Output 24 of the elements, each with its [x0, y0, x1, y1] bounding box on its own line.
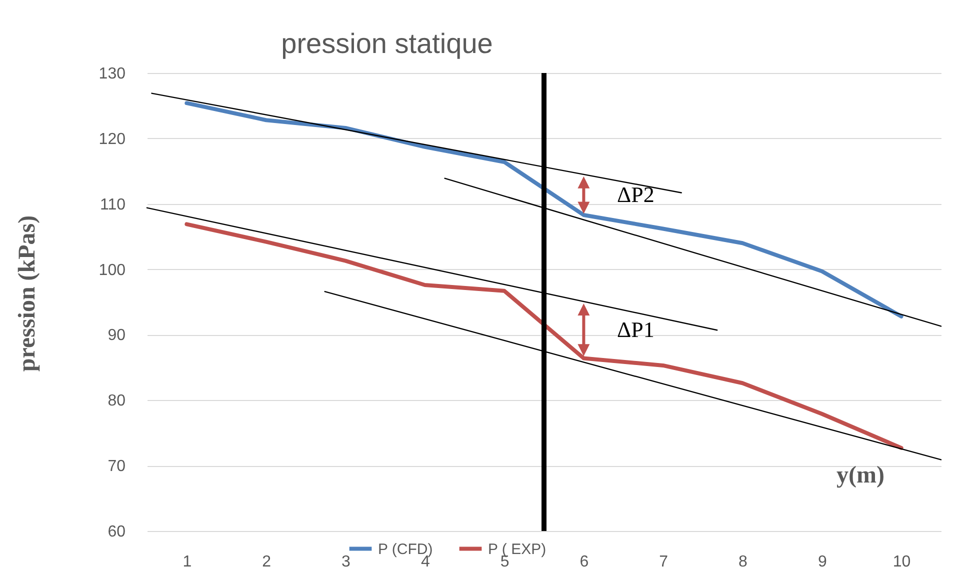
y-tick-label: 130: [98, 66, 126, 82]
y-tick-label: 110: [100, 196, 126, 214]
legend-label: P (CFD): [378, 540, 433, 558]
chart-title: pression statique: [281, 28, 493, 59]
x-tick-label: 7: [659, 554, 668, 570]
x-axis-title: y(m): [836, 462, 884, 488]
y-tick-label: 90: [108, 327, 126, 344]
y-tick-label: 70: [108, 458, 126, 476]
x-tick-label: 2: [262, 554, 272, 570]
x-tick-label: 10: [892, 554, 911, 570]
line-series: [184, 222, 904, 450]
annotation: ΔP1: [617, 316, 654, 342]
x-tick-label: 8: [738, 554, 748, 570]
y-tick-label: 100: [98, 262, 126, 279]
line-series: [184, 101, 904, 318]
x-tick-label: 1: [182, 554, 192, 570]
x-tick-label: 6: [580, 554, 589, 570]
x-tick-label: 3: [342, 554, 351, 570]
y-axis-title: pression (kPas): [14, 215, 40, 372]
annotation: ΔP2: [617, 182, 654, 208]
x-tick-label: 9: [818, 554, 827, 570]
y-tick-label: 80: [108, 392, 126, 410]
y-tick-label: 60: [108, 524, 126, 540]
y-tick-label: 120: [98, 130, 126, 148]
